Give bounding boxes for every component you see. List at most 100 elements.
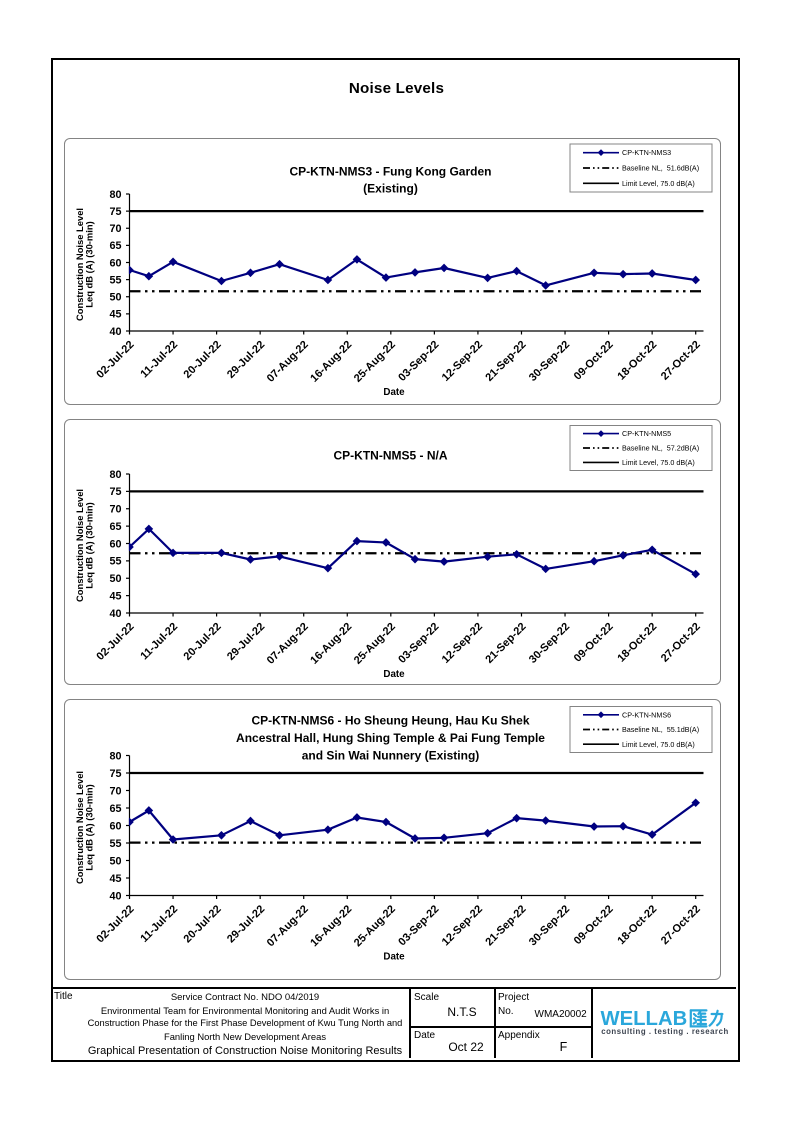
y-axis-title-line: Leq dB (A) (30-min)	[84, 502, 95, 588]
y-tick-label: 50	[109, 855, 121, 867]
chart-title-line: and Sin Wai Nunnery (Existing)	[302, 749, 480, 763]
legend-baseline-label: Baseline NL, 51.6dB(A)	[622, 164, 699, 173]
legend-series-marker	[597, 711, 605, 719]
legend-limit-label: Limit Level, 75.0 dB(A)	[622, 740, 695, 749]
series-marker	[589, 268, 599, 278]
series-marker	[512, 266, 521, 276]
cjk-stroke	[692, 1012, 698, 1018]
x-tick-label: 03-Sep-22	[396, 903, 441, 948]
y-tick-label: 60	[109, 538, 121, 550]
series-marker	[323, 563, 333, 573]
x-tick-label: 21-Sep-22	[483, 903, 528, 948]
series-marker	[323, 275, 333, 285]
y-tick-label: 55	[109, 274, 121, 286]
y-axis-title-line: Construction Noise Level	[74, 489, 85, 602]
legend-series-label: CP-KTN-NMS3	[622, 148, 671, 157]
series-marker	[541, 564, 550, 574]
y-tick-label: 65	[109, 803, 121, 815]
series-marker	[647, 545, 657, 555]
scale-value: N.T.S	[447, 1004, 477, 1019]
x-tick-label: 30-Sep-22	[527, 903, 572, 948]
wellab-logo-brand: WELLAB	[600, 1007, 688, 1030]
series-marker	[618, 821, 628, 831]
legend-series-marker	[597, 430, 605, 437]
series-marker	[381, 817, 391, 827]
x-axis-title: Date	[383, 387, 405, 398]
series-line	[129, 258, 696, 287]
table-divider-title-scale	[409, 987, 411, 1058]
series-marker	[541, 281, 550, 290]
series-marker	[217, 548, 226, 558]
series-marker	[246, 555, 255, 564]
series-marker	[410, 834, 420, 843]
y-tick-label: 45	[109, 309, 121, 321]
team-line: Construction Phase for the First Phase D…	[87, 1018, 403, 1029]
document-title-text: Graphical Presentation of Construction N…	[87, 1045, 403, 1057]
date-value: Oct 22	[448, 1039, 484, 1054]
x-tick-label: 02-Jul-22	[94, 903, 136, 945]
series-marker	[275, 259, 284, 269]
series-marker	[128, 542, 134, 552]
wellab-logo-tagline: consulting . testing . research	[601, 1027, 729, 1036]
chart-title-line: Ancestral Hall, Hung Shing Temple & Pai …	[236, 731, 545, 745]
series-marker	[589, 822, 599, 831]
series-line	[128, 527, 697, 576]
y-tick-label: 45	[109, 873, 121, 885]
x-tick-label: 27-Oct-22	[659, 903, 703, 947]
legend-baseline-label: Baseline NL, 57.2dB(A)	[622, 444, 699, 453]
series-marker	[246, 816, 255, 826]
series-marker	[483, 552, 492, 562]
y-axis-title-line: Leq dB (A) (30-min)	[84, 784, 95, 870]
series-group	[128, 255, 700, 290]
y-tick-label: 40	[109, 608, 121, 620]
x-tick-label: 09-Oct-22	[572, 903, 616, 947]
series-marker	[352, 536, 362, 546]
series-marker	[589, 556, 599, 566]
team-line: Environmental Team for Environmental Mon…	[100, 1004, 390, 1016]
x-tick-label: 20-Jul-22	[182, 903, 224, 945]
series-marker	[323, 825, 333, 834]
x-tick-label: 18-Oct-22	[615, 903, 659, 947]
series-marker	[144, 806, 154, 815]
series-marker	[381, 273, 391, 282]
x-tick-label: 07-Aug-22	[265, 903, 311, 949]
series-marker	[217, 831, 226, 840]
series-marker	[512, 813, 521, 823]
legend-series-marker	[597, 149, 605, 157]
series-group	[128, 798, 700, 844]
series-marker	[647, 269, 657, 278]
page-border	[51, 58, 740, 1062]
y-tick-label: 70	[109, 785, 121, 797]
y-axis-title-line: Construction Noise Level	[74, 208, 85, 321]
appendix-label: Appendix	[498, 1030, 540, 1041]
y-tick-label: 55	[109, 556, 121, 568]
series-marker	[410, 554, 420, 564]
series-marker	[246, 268, 255, 278]
x-tick-label: 16-Aug-22	[308, 903, 354, 949]
x-tick-label: 29-Jul-22	[225, 903, 267, 945]
series-marker	[691, 275, 700, 285]
legend-limit-label: Limit Level, 75.0 dB(A)	[622, 179, 695, 188]
series-marker	[541, 816, 550, 825]
table-divider-scale-project	[493, 987, 496, 1058]
y-tick-label: 70	[109, 504, 121, 516]
series-marker	[439, 263, 449, 273]
x-axis-title: Date	[383, 952, 405, 963]
series-marker	[410, 268, 420, 277]
series-group	[128, 524, 700, 579]
legend-series-label: CP-KTN-NMS5	[622, 429, 671, 438]
series-marker	[618, 551, 628, 560]
series-marker	[647, 830, 657, 839]
project-label: Project	[498, 992, 530, 1003]
table-divider-project-logo	[590, 987, 593, 1058]
chart-title-line: (Existing)	[363, 182, 418, 196]
series-marker	[439, 833, 449, 843]
series-marker	[168, 835, 178, 844]
series-marker	[618, 269, 628, 279]
series-marker	[483, 828, 492, 838]
table-row-divider	[411, 1025, 591, 1028]
cjk-stroke	[697, 1010, 702, 1016]
